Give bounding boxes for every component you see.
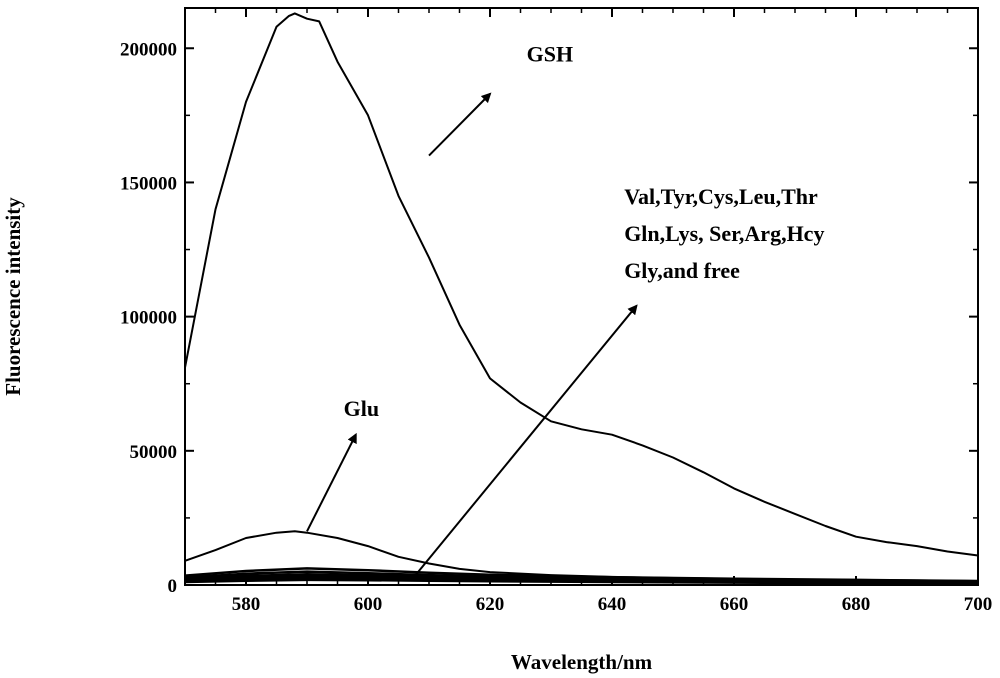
x-tick-label: 600 (354, 594, 383, 615)
glu-arrow (306, 432, 357, 532)
y-tick-label: 200000 (120, 39, 177, 60)
y-tick-label: 50000 (130, 442, 178, 463)
y-tick-label: 150000 (120, 173, 177, 194)
annotations-layer: GSH Glu Val,Tyr,Cys,Leu,Thr Gln,Lys, Ser,Ar… (306, 42, 824, 582)
x-axis-title: Wavelength/nm (511, 650, 653, 674)
glu-annotation: Glu (344, 396, 379, 421)
y-axis-title: Fluorescence intensity (1, 197, 25, 396)
x-tick-label: 620 (476, 594, 505, 615)
gsh-arrow (428, 92, 492, 157)
others-annotation-line: Gly,and free (624, 258, 740, 283)
others-annotation-line: Val,Tyr,Cys,Leu,Thr (624, 184, 818, 209)
plot-area-frame (184, 7, 979, 586)
others-arrow (409, 304, 638, 582)
x-tick-label: 700 (964, 594, 993, 615)
x-tick-label: 580 (232, 594, 261, 615)
ticks-layer: 580 600 620 640 660 680 700 0 50000 100000 150000 2… (120, 8, 992, 615)
others-annotation-line: Gln,Lys, Ser,Arg,Hcy (624, 221, 824, 246)
y-tick-label: 0 (168, 576, 178, 597)
gsh-annotation: GSH (527, 42, 573, 67)
gsh-series-line (184, 12, 979, 557)
series-layer (184, 12, 979, 585)
x-tick-label: 660 (720, 594, 749, 615)
y-tick-label: 100000 (120, 308, 177, 329)
x-tick-label: 640 (598, 594, 627, 615)
x-tick-label: 680 (842, 594, 871, 615)
